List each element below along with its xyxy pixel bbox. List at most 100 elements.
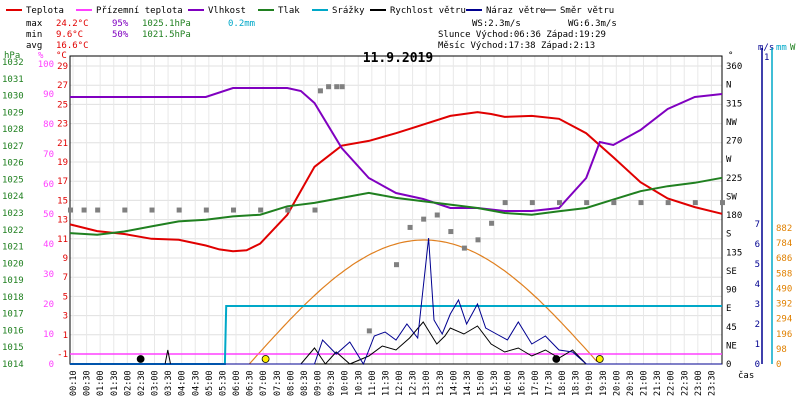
tick-time: 22:30: [680, 370, 690, 396]
tick-c: 27: [57, 81, 68, 91]
wind-dir-point: [122, 207, 128, 213]
tick-c: 1: [63, 331, 68, 341]
tick-time: 08:00: [286, 370, 296, 396]
tick-c: 11: [57, 235, 68, 245]
tick-c: 29: [57, 62, 68, 72]
tick-time: 19:00: [585, 370, 595, 396]
axis-unit-mm: mm: [776, 43, 787, 53]
tick-wind-dir: 180: [726, 211, 742, 221]
wind-dir-point: [312, 207, 318, 213]
tick-time: 14:30: [463, 370, 473, 396]
wind-dir-point: [285, 207, 291, 213]
wind-dir-point: [231, 207, 236, 213]
tick-time: 18:30: [572, 370, 582, 396]
tick-hpa: 1015: [2, 343, 24, 353]
legend-label-pocitova: Přízemní teplota: [96, 6, 183, 16]
stat-min-temp: 9.6°C: [56, 30, 83, 40]
tick-time: 14:00: [449, 370, 459, 396]
stat-sun: Slunce Východ:06:36 Západ:19:29: [438, 30, 606, 40]
wind-dir-point: [68, 207, 73, 213]
wind-dir-point: [692, 200, 698, 206]
tick-wind-speed: 6: [755, 240, 760, 250]
stat-min-label: min: [26, 30, 42, 40]
axis-ticks: 1032103110301029102810271026102510241023…: [2, 58, 792, 396]
tick-time: 07:30: [273, 370, 283, 396]
tick-wind-dir: 90: [726, 286, 737, 296]
tick-c: 17: [57, 177, 68, 187]
tick-time: 20:00: [612, 370, 622, 396]
grid: [70, 56, 722, 364]
tick-wind-dir: 135: [726, 248, 742, 258]
legend-label-vlhkost: Vlhkost: [208, 6, 246, 16]
tick-hpa: 1020: [2, 259, 24, 269]
tick-wind-speed: 1: [755, 340, 760, 350]
wind-dir-point: [366, 328, 372, 334]
tick-wind-dir: 360: [726, 62, 742, 72]
tick-time: 21:30: [653, 370, 663, 396]
wind-dir-point: [529, 200, 535, 206]
stat-avg-label: avg: [26, 41, 42, 51]
tick-time: 03:30: [164, 370, 174, 396]
tick-c: 19: [57, 158, 68, 168]
tick-c: -1: [57, 350, 68, 360]
tick-time: 01:00: [96, 370, 106, 396]
tick-hpa: 1025: [2, 175, 24, 185]
wind-dir-point: [421, 216, 427, 222]
tick-solar: 98: [776, 345, 787, 355]
tick-pct: 40: [43, 240, 54, 250]
tick-time: 13:00: [422, 370, 432, 396]
tick-pct: 10: [43, 330, 54, 340]
legend-label-smer: Směr větru: [560, 6, 614, 16]
tick-c: 25: [57, 100, 68, 110]
tick-time: 06:30: [246, 370, 256, 396]
series-line: [70, 87, 723, 212]
legend-label-naraz: Náraz větru: [486, 6, 546, 16]
series-line: [70, 321, 722, 365]
axis-unit-ms: m/s: [758, 43, 774, 53]
tick-time: 04:30: [191, 370, 201, 396]
wind-dir-point: [326, 84, 332, 90]
tick-time: 03:00: [151, 370, 161, 396]
tick-solar: 588: [776, 269, 792, 279]
tick-time: 16:30: [517, 370, 527, 396]
tick-time: 17:00: [531, 370, 541, 396]
series-line: [69, 111, 723, 253]
tick-time: 17:30: [544, 370, 554, 396]
stats-block: max 24.2°C 95% 1025.1hPa 0.2mm min 9.6°C…: [26, 19, 617, 51]
tick-time: 05:30: [218, 370, 228, 396]
tick-hpa: 1026: [2, 159, 24, 169]
stat-avg-temp: 16.6°C: [56, 41, 89, 51]
tick-wind-speed: 0: [755, 360, 760, 370]
tick-pct: 70: [43, 150, 54, 160]
chart-title: 11.9.2019: [363, 51, 433, 66]
wind-dir-point: [334, 84, 340, 90]
wind-dir-point: [489, 220, 495, 226]
wind-dir-point: [584, 200, 590, 206]
tick-solar: 0: [776, 360, 781, 370]
wind-dir-point: [611, 200, 617, 206]
tick-time: 12:30: [409, 370, 419, 396]
tick-c: 23: [57, 120, 68, 130]
tick-time: 20:30: [626, 370, 636, 396]
wind-dir-point: [81, 207, 87, 213]
wind-dir-point: [475, 237, 481, 243]
tick-time: 15:00: [477, 370, 487, 396]
tick-c: 3: [63, 312, 68, 322]
tick-solar: 196: [776, 330, 792, 340]
tick-wind-dir: 270: [726, 137, 742, 147]
stat-max-hum: 95%: [112, 19, 129, 29]
stat-max-rain: 0.2mm: [228, 19, 255, 29]
tick-hpa: 1027: [2, 142, 24, 152]
stat-ws: WS:2.3m/s: [472, 19, 521, 29]
tick-time: 22:00: [667, 370, 677, 396]
tick-time: 02:00: [123, 370, 133, 396]
wind-dir-point: [665, 200, 671, 206]
axis-unit-deg: °: [728, 51, 733, 61]
astro-marker: [595, 355, 604, 363]
legend-label-tlak: Tlak: [278, 6, 300, 16]
axis-unit-one: 1: [764, 53, 769, 63]
tick-time: 11:00: [368, 370, 378, 396]
tick-c: 7: [63, 273, 68, 283]
tick-solar: 882: [776, 224, 792, 234]
